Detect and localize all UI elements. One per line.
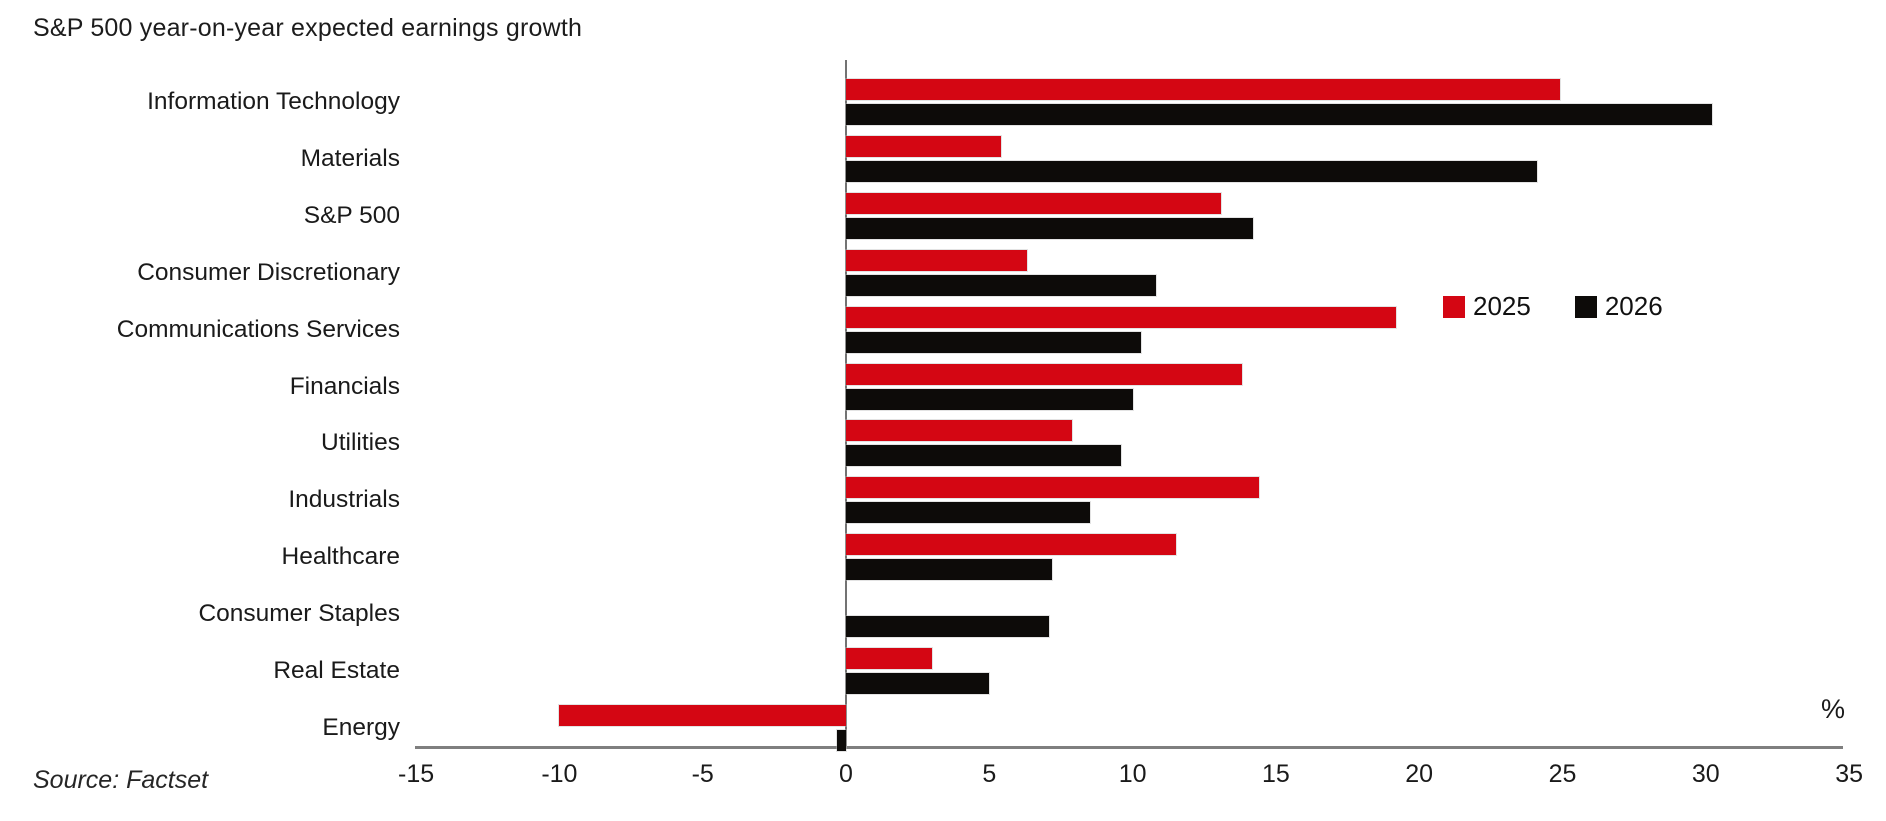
x-tick-20: 20: [1405, 760, 1434, 788]
bar-2026-real-estate: [846, 673, 990, 694]
chart-title: S&P 500 year-on-year expected earnings g…: [33, 14, 583, 42]
bar-2026-information-technology: [846, 104, 1712, 125]
category-label-consumer-discretionary: Consumer Discretionary: [137, 258, 400, 286]
legend-swatch-2026-icon: [1574, 295, 1597, 318]
bar-2026-materials: [846, 160, 1537, 182]
legend-swatch-2025-icon: [1443, 295, 1465, 318]
bar-2025-consumer-discretionary: [846, 249, 1027, 271]
bar-2026-s-p-500: [846, 217, 1253, 239]
category-label-industrials: Industrials: [288, 486, 400, 514]
x-tick-15: 15: [1261, 760, 1290, 788]
x-tick--5: -5: [691, 760, 714, 788]
x-tick-0: 0: [839, 760, 853, 788]
bar-2025-utilities: [846, 420, 1073, 442]
legend-label-2025: 2025: [1473, 291, 1531, 321]
x-tick--10: -10: [541, 760, 578, 788]
legend-label-2026: 2026: [1604, 291, 1663, 321]
bar-2025-communications-services: [846, 306, 1397, 328]
category-label-consumer-staples: Consumer Staples: [198, 600, 400, 628]
category-label-energy: Energy: [322, 713, 400, 741]
source-note: Source: Factset: [33, 766, 209, 794]
chart-legend: 2025 2026: [1443, 291, 1663, 322]
bar-2025-financials: [846, 363, 1242, 385]
x-tick-25: 25: [1548, 760, 1577, 788]
bar-2025-energy: [559, 704, 846, 726]
category-label-communications-services: Communications Services: [116, 315, 400, 343]
bar-2026-financials: [846, 388, 1133, 410]
category-label-financials: Financials: [289, 372, 400, 400]
bar-2025-s-p-500: [846, 192, 1222, 214]
bar-2026-healthcare: [846, 559, 1053, 581]
bar-2026-communications-services: [846, 331, 1142, 353]
x-tick-10: 10: [1118, 760, 1147, 788]
x-tick--15: -15: [398, 760, 435, 788]
bar-2025-healthcare: [846, 534, 1176, 556]
category-label-information-technology: Information Technology: [147, 88, 400, 115]
axis-unit-label: %: [1820, 694, 1845, 724]
category-label-s-p-500: S&P 500: [303, 201, 400, 229]
legend-item-2026: 2026: [1574, 291, 1663, 322]
bar-2026-energy: [837, 729, 846, 751]
category-label-materials: Materials: [300, 144, 400, 172]
bar-2025-industrials: [846, 477, 1259, 499]
bar-2025-information-technology: [846, 79, 1560, 100]
x-axis-line: [415, 746, 1843, 749]
bar-2025-real-estate: [846, 648, 932, 669]
bar-2025-materials: [846, 135, 1001, 157]
bar-2026-consumer-discretionary: [846, 274, 1156, 296]
x-tick-30: 30: [1691, 760, 1720, 788]
category-label-utilities: Utilities: [321, 429, 400, 457]
bar-2026-consumer-staples: [846, 616, 1050, 638]
category-label-healthcare: Healthcare: [281, 543, 400, 571]
bar-2026-utilities: [846, 445, 1122, 467]
x-tick-5: 5: [982, 760, 997, 788]
legend-item-2025: 2025: [1443, 291, 1531, 322]
category-label-real-estate: Real Estate: [273, 657, 400, 684]
x-tick-35: 35: [1835, 760, 1863, 788]
bar-2026-industrials: [846, 502, 1090, 524]
